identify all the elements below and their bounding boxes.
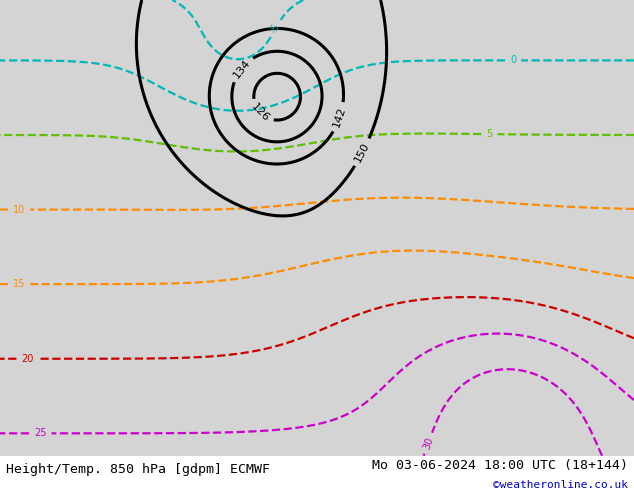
Text: 25: 25 <box>34 428 46 439</box>
Text: -5: -5 <box>269 22 282 35</box>
Text: 150: 150 <box>353 141 372 164</box>
Text: 126: 126 <box>249 102 271 124</box>
Text: Mo 03-06-2024 18:00 UTC (18+144): Mo 03-06-2024 18:00 UTC (18+144) <box>372 460 628 472</box>
Text: Height/Temp. 850 hPa [gdpm] ECMWF: Height/Temp. 850 hPa [gdpm] ECMWF <box>6 463 270 476</box>
Text: 10: 10 <box>13 205 25 215</box>
Text: 0: 0 <box>510 55 516 65</box>
Text: 142: 142 <box>332 106 348 129</box>
Text: ©weatheronline.co.uk: ©weatheronline.co.uk <box>493 480 628 490</box>
Text: 15: 15 <box>13 279 25 289</box>
Text: 20: 20 <box>22 354 34 364</box>
Text: 5: 5 <box>486 129 493 139</box>
Text: 30: 30 <box>422 436 435 451</box>
Text: 134: 134 <box>231 57 252 80</box>
